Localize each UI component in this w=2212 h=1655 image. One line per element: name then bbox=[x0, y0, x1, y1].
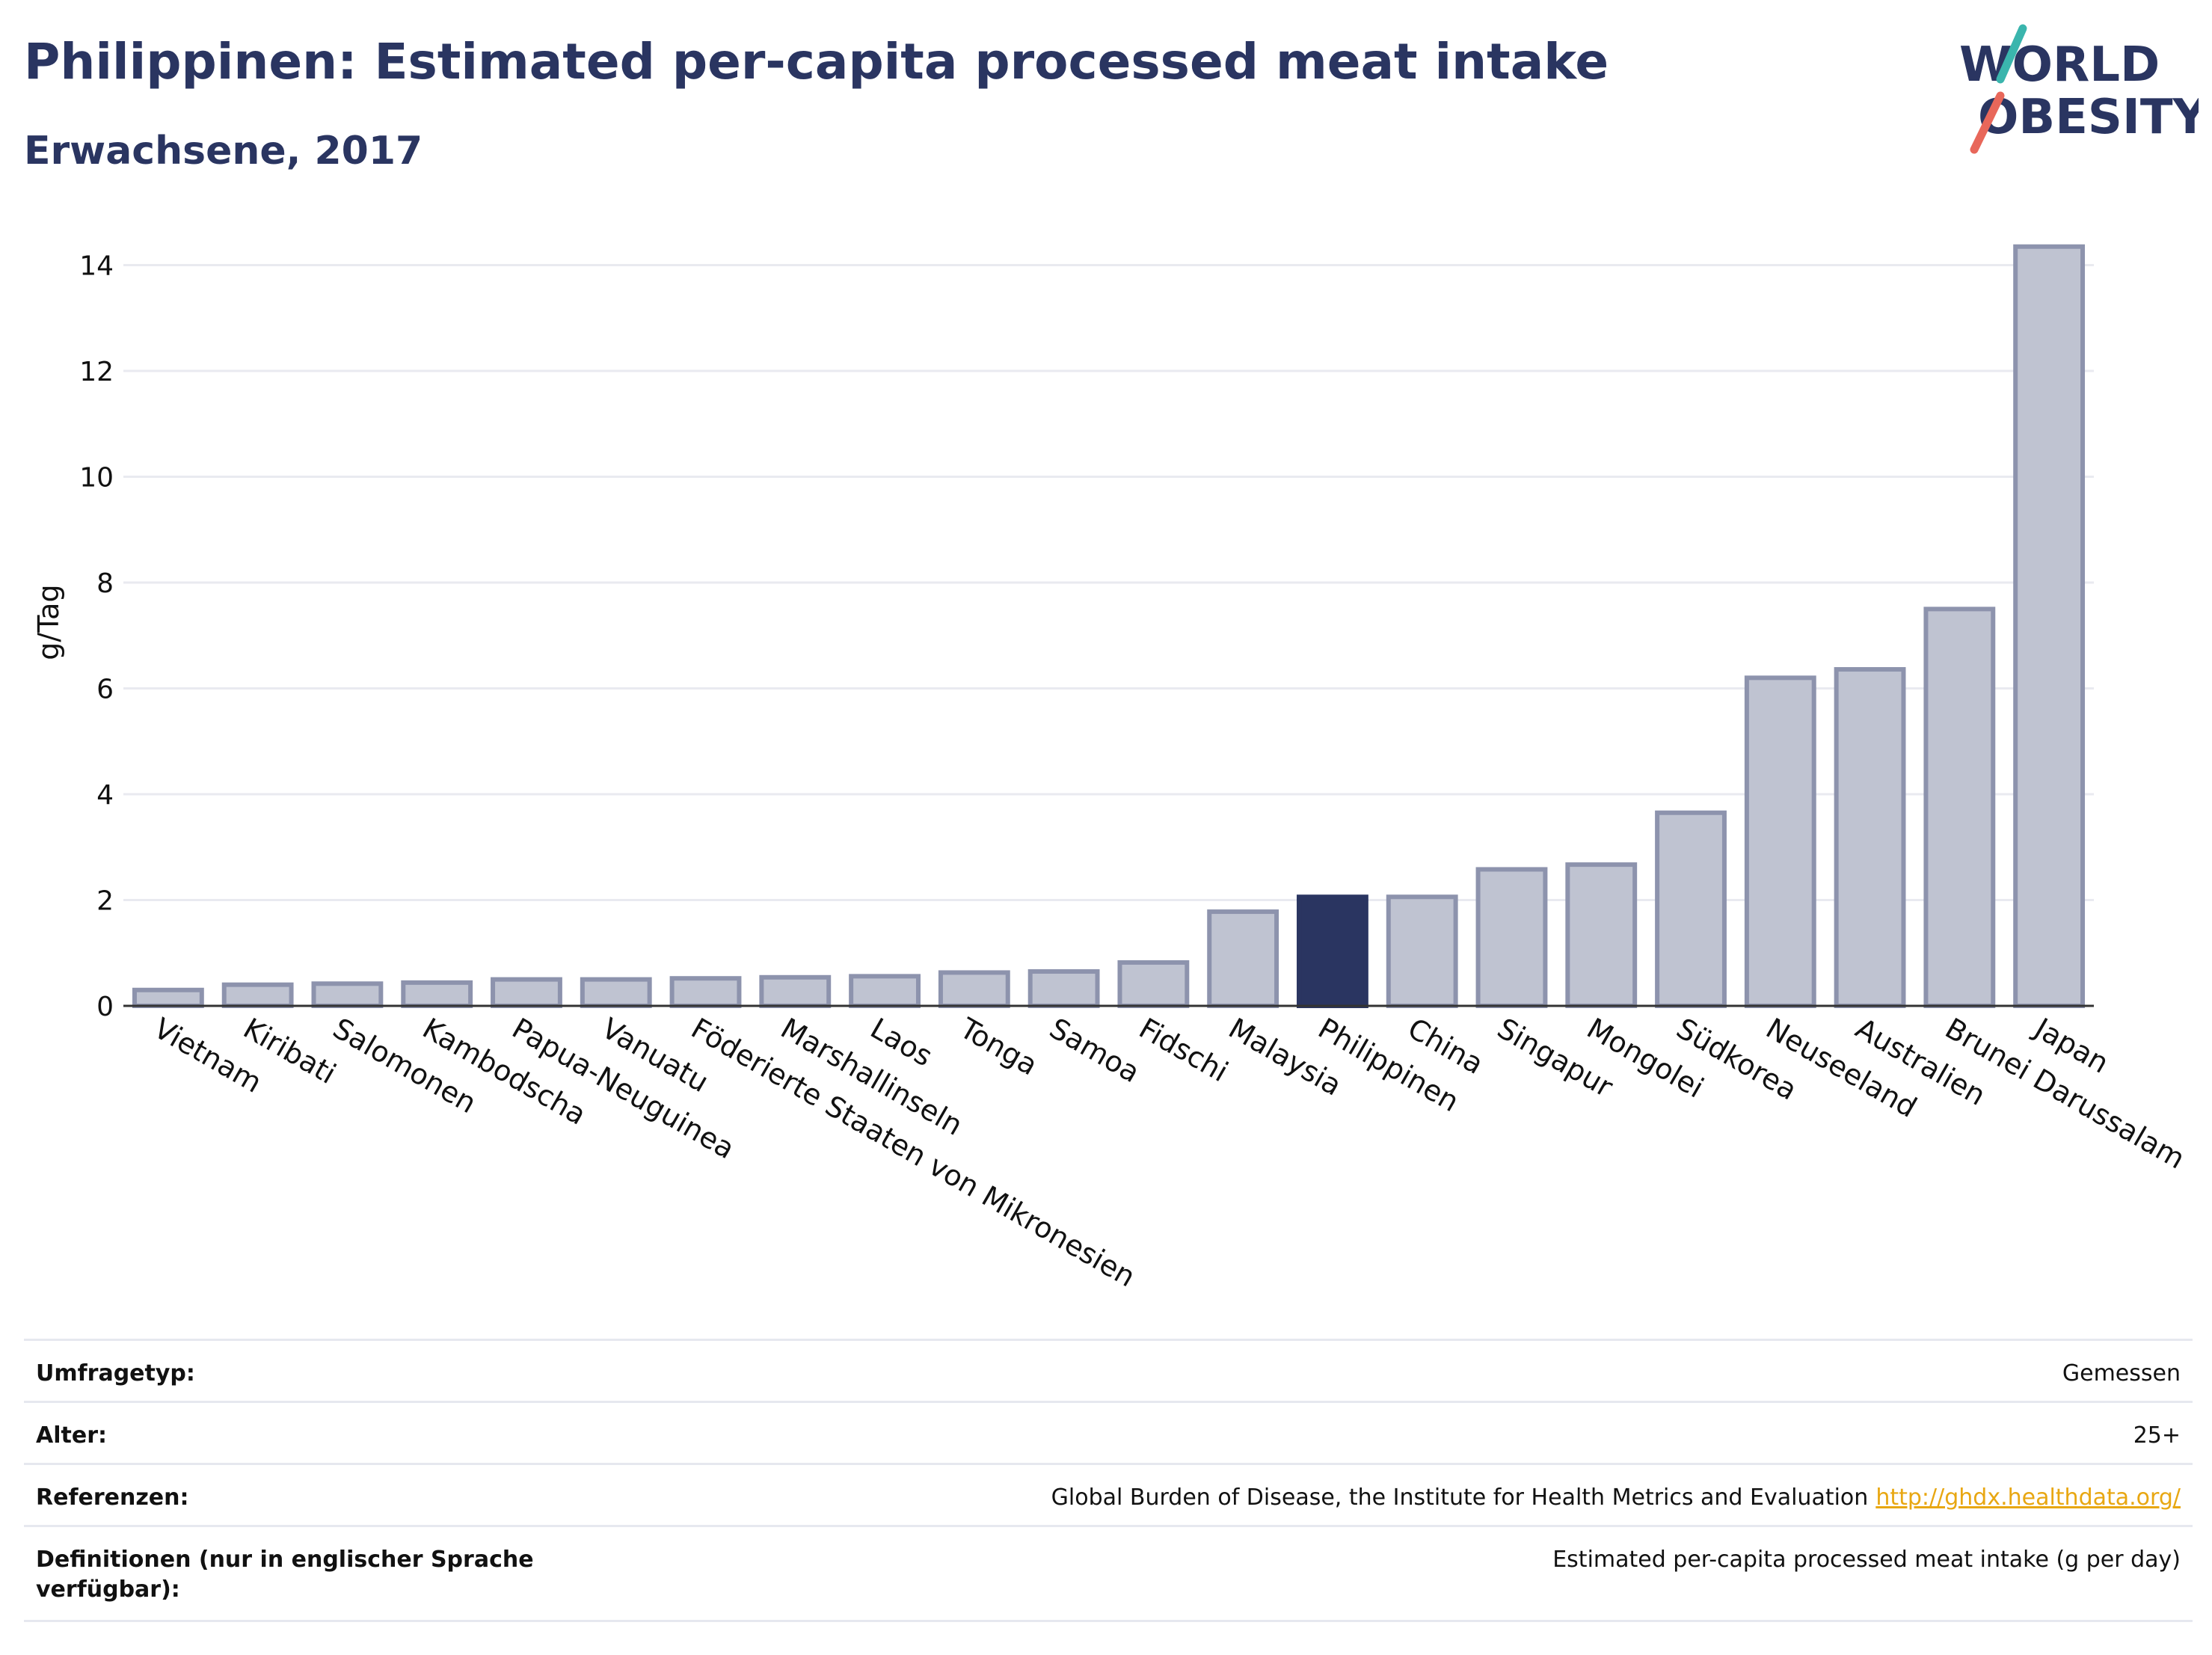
info-row-survey-type: Umfragetyp: Gemessen bbox=[24, 1339, 2193, 1401]
info-value: Estimated per-capita processed meat inta… bbox=[1552, 1547, 2181, 1573]
chart-title: Philippinen: Estimated per-capita proces… bbox=[24, 33, 1609, 90]
y-tick-label: 0 bbox=[96, 992, 114, 1022]
y-tick-label: 8 bbox=[96, 568, 114, 599]
bar-china bbox=[1386, 894, 1458, 1008]
y-tick-label: 6 bbox=[96, 675, 114, 705]
y-axis-label: g/Tag bbox=[32, 584, 65, 660]
info-value-wrap: Global Burden of Disease, the Institute … bbox=[1051, 1483, 2181, 1513]
info-value: 25+ bbox=[2133, 1422, 2181, 1449]
info-table: Umfragetyp: Gemessen Alter: 25+ Referenz… bbox=[24, 1339, 2193, 1622]
info-row-age: Alter: 25+ bbox=[24, 1401, 2193, 1463]
logo-slash-top bbox=[1996, 24, 2027, 84]
bar-vietnam bbox=[132, 987, 204, 1009]
chart-subtitle: Erwachsene, 2017 bbox=[24, 129, 423, 174]
label-layer: VietnamKiribatiSalomonenKambodschaPapua-… bbox=[148, 1011, 2190, 1294]
bar-tonga bbox=[938, 970, 1010, 1008]
logo-slash-bottom bbox=[1970, 91, 2005, 154]
y-tick-label: 4 bbox=[96, 780, 114, 811]
reference-link[interactable]: http://ghdx.healthdata.org/ bbox=[1875, 1484, 2181, 1511]
y-tick-label: 14 bbox=[79, 251, 114, 282]
bar-laos bbox=[849, 974, 921, 1009]
bar-föderierte-staaten-von-mikronesien bbox=[669, 976, 742, 1008]
y-tick-label: 12 bbox=[79, 357, 114, 387]
info-row-references: Referenzen: Global Burden of Disease, th… bbox=[24, 1463, 2193, 1525]
y-tick-label: 10 bbox=[79, 463, 114, 494]
bar-mongolei bbox=[1565, 862, 1638, 1009]
info-label: Umfragetyp: bbox=[36, 1360, 195, 1387]
y-tick-label: 2 bbox=[96, 886, 114, 917]
logo-line1: WORLD bbox=[1959, 37, 2160, 93]
info-label: Definitionen (nur in englischer Sprache … bbox=[36, 1547, 534, 1603]
x-tick-label: Samoa bbox=[1044, 1012, 1145, 1090]
x-tick-label: Fidschi bbox=[1134, 1012, 1234, 1089]
bar-kambodscha bbox=[401, 980, 473, 1008]
axis-layer: 0 2 4 6 8 10 12 14 g/Tag bbox=[32, 251, 2094, 1022]
bar-singapur bbox=[1475, 867, 1548, 1008]
bar-marshallinseln bbox=[759, 974, 832, 1009]
bar-südkorea bbox=[1655, 810, 1727, 1008]
bar-malaysia bbox=[1207, 909, 1279, 1008]
bar-neuseeland bbox=[1744, 675, 1816, 1008]
info-label: Alter: bbox=[36, 1422, 107, 1449]
info-value: Global Burden of Disease, the Institute … bbox=[1051, 1484, 1869, 1511]
logo-line2: OBESITY bbox=[1978, 90, 2199, 145]
bar-vanuatu bbox=[580, 977, 652, 1008]
bar-australien bbox=[1834, 667, 1906, 1009]
info-row-definitions: Definitionen (nur in englischer Sprache … bbox=[24, 1525, 2193, 1622]
bar-samoa bbox=[1027, 969, 1100, 1008]
bar-papua-neuguinea bbox=[491, 977, 562, 1008]
bar-kiribati bbox=[221, 982, 294, 1008]
world-obesity-logo: WORLD OBESITY bbox=[1959, 24, 2199, 154]
x-tick-label: Tonga bbox=[953, 1011, 1042, 1081]
bar-fidschi bbox=[1117, 959, 1190, 1008]
bar-japan bbox=[2013, 244, 2086, 1008]
bar-philippinen bbox=[1297, 894, 1368, 1008]
bar-salomonen bbox=[311, 981, 384, 1009]
bar-chart: 0 2 4 6 8 10 12 14 g/Tag VietnamKiribatiSalomone… bbox=[32, 244, 2190, 1294]
bar-layer bbox=[132, 244, 2086, 1009]
info-value: Gemessen bbox=[2062, 1360, 2181, 1387]
info-label: Referenzen: bbox=[36, 1484, 189, 1511]
bar-brunei-darussalam bbox=[1923, 607, 1996, 1008]
